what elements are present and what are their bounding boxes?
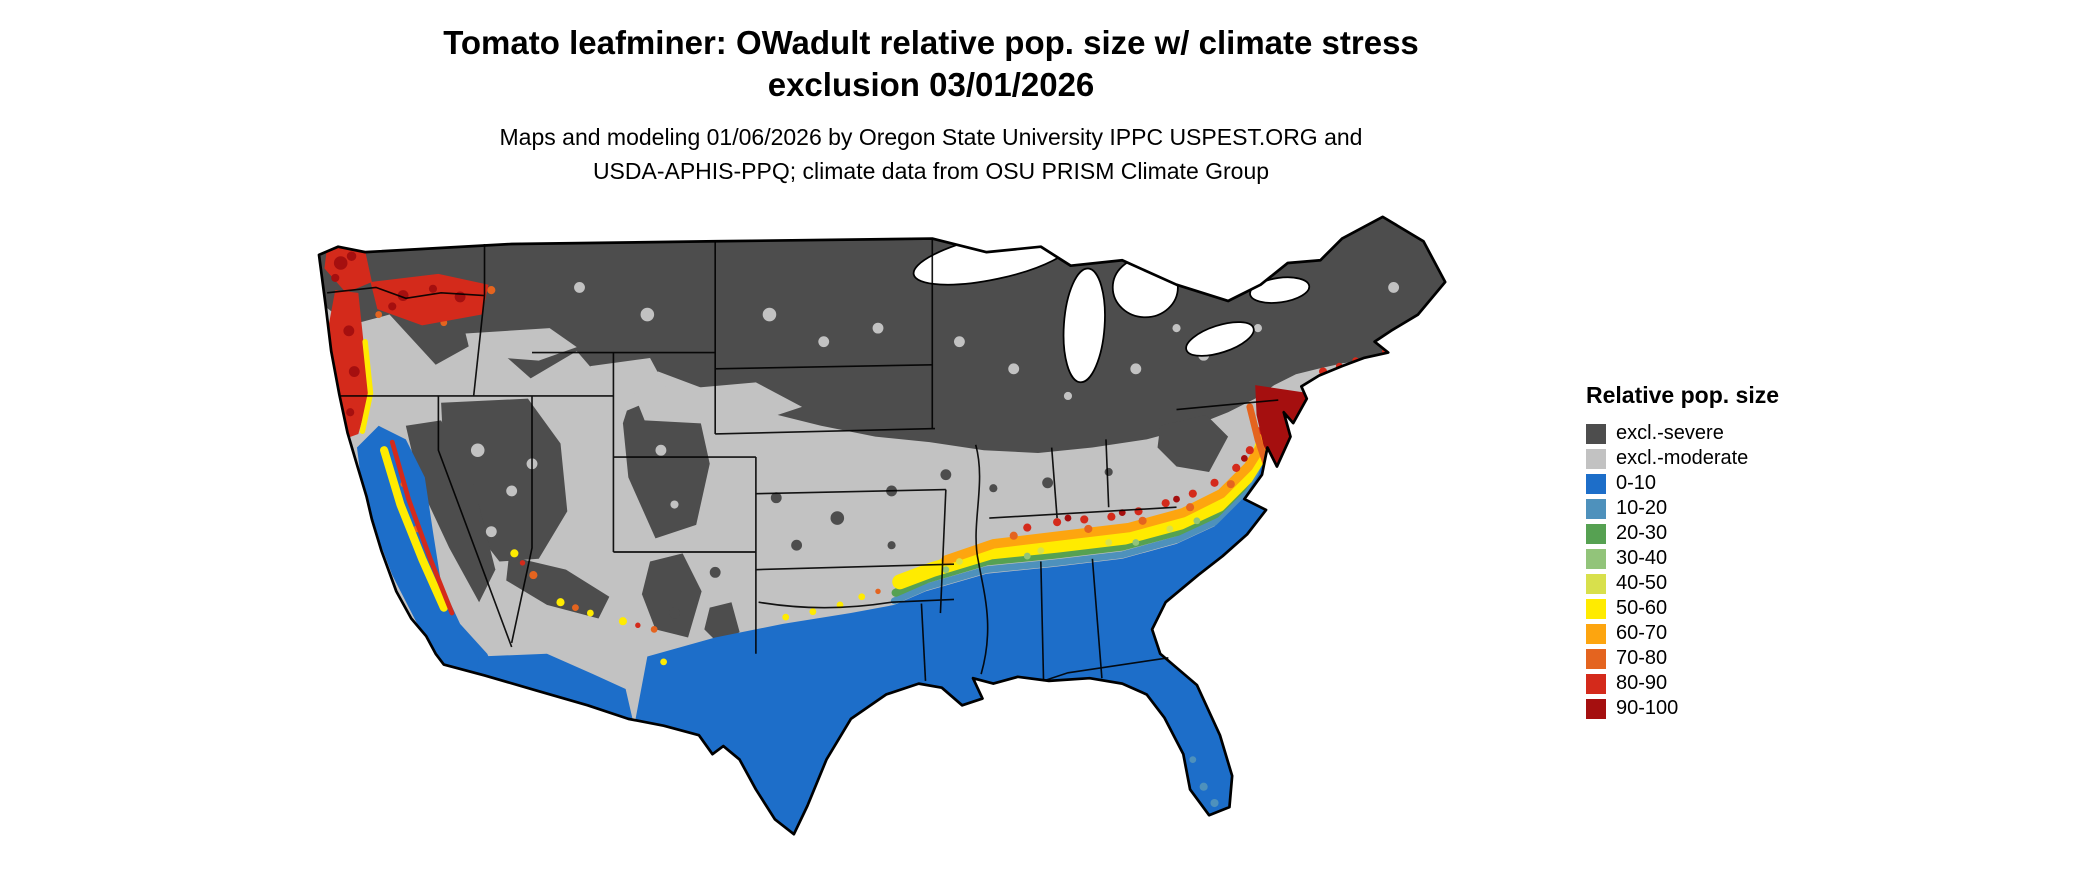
legend-item: 90-100 <box>1586 696 1779 721</box>
legend-swatch <box>1586 598 1606 619</box>
map-subtitle-line1: Maps and modeling 01/06/2026 by Oregon S… <box>499 124 1363 150</box>
map-subtitle-line2: USDA-APHIS-PPQ; climate data from OSU PR… <box>592 158 1270 184</box>
legend-item: 50-60 <box>1586 596 1779 621</box>
legend-swatch <box>1586 623 1606 644</box>
legend-swatch <box>1586 698 1606 719</box>
legend-item-label: 80-90 <box>1616 672 1668 694</box>
strip-ca-yellow <box>380 446 448 612</box>
legend-swatch <box>1586 423 1606 444</box>
map-title: Tomato leafminer: OWadult relative pop. … <box>0 22 1862 106</box>
legend-item-label: 40-50 <box>1616 572 1668 594</box>
legend-swatch <box>1586 498 1606 519</box>
excl-severe-mottle-dots <box>669 467 1113 619</box>
strip-ca-red <box>389 439 455 616</box>
legend-item: excl.-severe <box>1586 421 1779 446</box>
us-map-svg <box>317 215 1447 836</box>
legend-item: 0-10 <box>1586 471 1779 496</box>
strip-midatlantic-orange <box>1246 403 1270 468</box>
legend-item: 60-70 <box>1586 621 1779 646</box>
legend-item-label: 70-80 <box>1616 647 1668 669</box>
dots-pop-50-60-west <box>510 549 866 666</box>
legend-item-label: 10-20 <box>1616 497 1668 519</box>
legend-item: 30-40 <box>1586 546 1779 571</box>
dots-pnw-90-100 <box>331 251 1248 522</box>
legend-items: excl.-severe excl.-moderate 0-10 10-20 2… <box>1586 421 1779 721</box>
map-title-line1: Tomato leafminer: OWadult relative pop. … <box>443 24 1419 61</box>
legend-swatch <box>1586 673 1606 694</box>
region-excl-severe-west <box>405 389 1229 646</box>
legend-swatch <box>1586 523 1606 544</box>
us-outline <box>317 215 1447 836</box>
legend-item-label: excl.-moderate <box>1616 447 1749 469</box>
legend-item-label: excl.-severe <box>1616 422 1724 444</box>
legend-item: 80-90 <box>1586 671 1779 696</box>
legend-swatch <box>1586 648 1606 669</box>
legend-item: 40-50 <box>1586 571 1779 596</box>
legend-item: 20-30 <box>1586 521 1779 546</box>
legend-swatch <box>1586 573 1606 594</box>
dots-pop-10-20-florida <box>1189 756 1219 808</box>
dots-pop-40-50 <box>956 525 1174 565</box>
strip-orcoast-yellow <box>359 338 374 434</box>
state-borders <box>327 238 1279 682</box>
legend-item: 70-80 <box>1586 646 1779 671</box>
legend-item-label: 60-70 <box>1616 622 1668 644</box>
legend-item-label: 30-40 <box>1616 547 1668 569</box>
legend-item-label: 20-30 <box>1616 522 1668 544</box>
legend-swatch <box>1586 448 1606 469</box>
legend-title: Relative pop. size <box>1586 382 1780 408</box>
legend-item-label: 50-60 <box>1616 597 1668 619</box>
map-title-line2: exclusion 03/01/2026 <box>767 66 1095 103</box>
legend-swatch <box>1586 548 1606 569</box>
us-map-figure <box>308 206 1543 892</box>
legend-swatch <box>1586 473 1606 494</box>
map-subtitle: Maps and modeling 01/06/2026 by Oregon S… <box>0 120 1862 188</box>
legend-item-label: 90-100 <box>1616 697 1679 719</box>
legend: Relative pop. size excl.-severe excl.-mo… <box>1586 382 1779 721</box>
map-regions <box>318 216 1446 835</box>
legend-item: excl.-moderate <box>1586 446 1779 471</box>
legend-item-label: 0-10 <box>1616 472 1657 494</box>
dots-pop-30-40 <box>942 517 1201 574</box>
excl-moderate-patches <box>465 281 1439 538</box>
strip-pop-60-70 <box>941 419 1273 565</box>
legend-item: 10-20 <box>1586 496 1779 521</box>
